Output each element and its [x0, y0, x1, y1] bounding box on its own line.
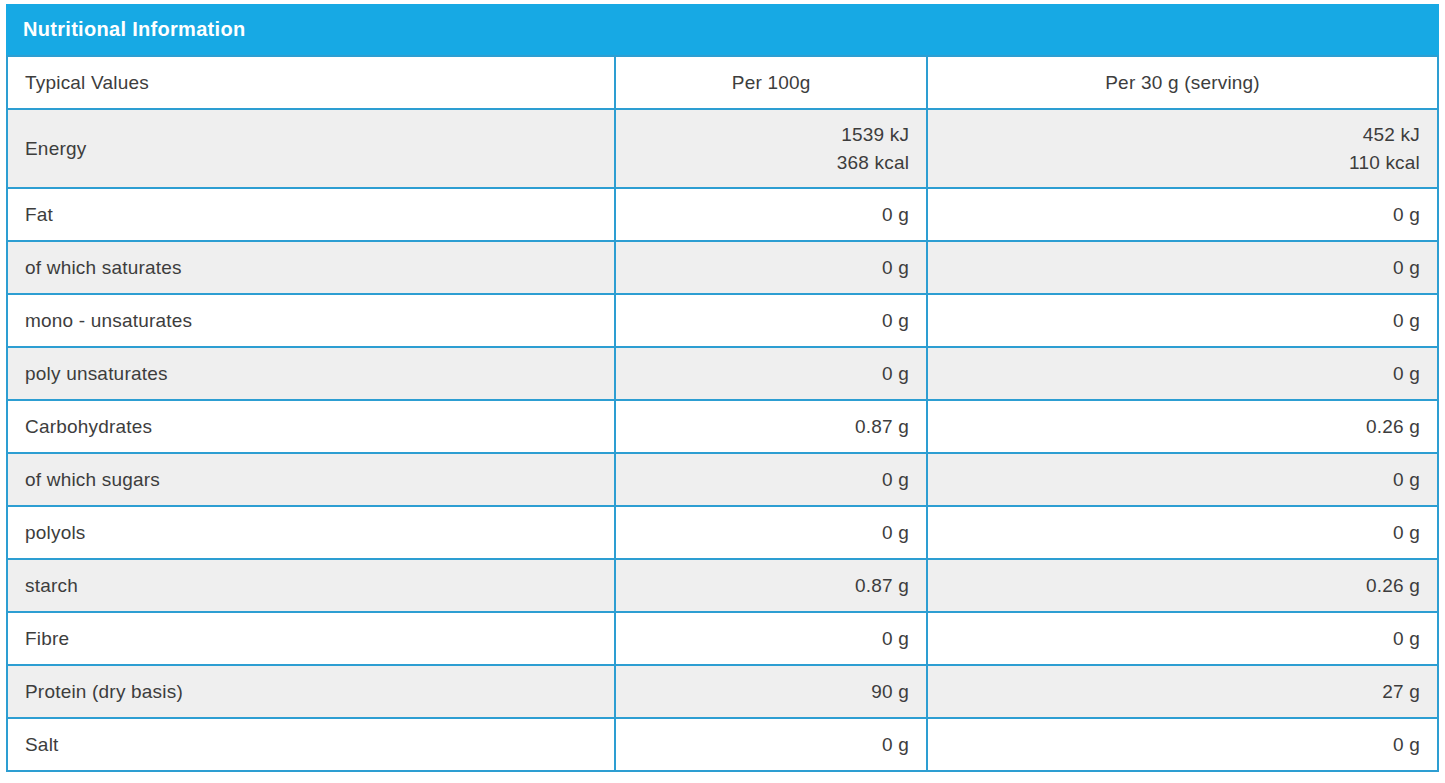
per-100g-value: 0 g — [615, 294, 927, 347]
per-100g-value: 90 g — [615, 665, 927, 718]
per-serving-value: 0 g — [927, 506, 1438, 559]
row-label: poly unsaturates — [7, 347, 615, 400]
row-label: of which saturates — [7, 241, 615, 294]
per-100g-value: 0 g — [615, 188, 927, 241]
per-serving-value: 0 g — [927, 612, 1438, 665]
nutrition-panel: Nutritional Information Typical Values P… — [0, 0, 1445, 776]
table-row-polyols: polyols 0 g 0 g — [7, 506, 1438, 559]
value-line: 110 kcal — [945, 149, 1420, 177]
per-serving-value: 0 g — [927, 718, 1438, 771]
per-100g-value: 0.87 g — [615, 559, 927, 612]
column-header-typical-values: Typical Values — [7, 56, 615, 109]
per-serving-value: 452 kJ 110 kcal — [927, 109, 1438, 188]
per-serving-value: 0 g — [927, 453, 1438, 506]
table-row-energy: Energy 1539 kJ 368 kcal 452 kJ 110 kcal — [7, 109, 1438, 188]
per-100g-value: 0.87 g — [615, 400, 927, 453]
table-row-starch: starch 0.87 g 0.26 g — [7, 559, 1438, 612]
column-header-row: Typical Values Per 100g Per 30 g (servin… — [7, 56, 1438, 109]
row-label: of which sugars — [7, 453, 615, 506]
column-header-per-serving: Per 30 g (serving) — [927, 56, 1438, 109]
per-100g-value: 0 g — [615, 718, 927, 771]
per-serving-value: 0 g — [927, 188, 1438, 241]
table-row-fibre: Fibre 0 g 0 g — [7, 612, 1438, 665]
table-row-saturates: of which saturates 0 g 0 g — [7, 241, 1438, 294]
row-label: polyols — [7, 506, 615, 559]
table-row-carbohydrates: Carbohydrates 0.87 g 0.26 g — [7, 400, 1438, 453]
per-100g-value: 0 g — [615, 453, 927, 506]
value-line: 1539 kJ — [633, 121, 909, 149]
value-line: 368 kcal — [633, 149, 909, 177]
row-label: Fibre — [7, 612, 615, 665]
panel-title: Nutritional Information — [23, 18, 245, 41]
per-serving-value: 0.26 g — [927, 400, 1438, 453]
row-label: Protein (dry basis) — [7, 665, 615, 718]
per-serving-value: 0 g — [927, 241, 1438, 294]
column-header-per-100g: Per 100g — [615, 56, 927, 109]
row-label: starch — [7, 559, 615, 612]
per-serving-value: 0 g — [927, 294, 1438, 347]
row-label: Carbohydrates — [7, 400, 615, 453]
table-row-sugars: of which sugars 0 g 0 g — [7, 453, 1438, 506]
per-100g-value: 0 g — [615, 347, 927, 400]
per-serving-value: 0 g — [927, 347, 1438, 400]
value-line: 452 kJ — [945, 121, 1420, 149]
row-label: Energy — [7, 109, 615, 188]
table-row-poly-unsaturates: poly unsaturates 0 g 0 g — [7, 347, 1438, 400]
per-100g-value: 0 g — [615, 506, 927, 559]
table-row-protein: Protein (dry basis) 90 g 27 g — [7, 665, 1438, 718]
table-row-mono-unsaturates: mono - unsaturates 0 g 0 g — [7, 294, 1438, 347]
nutrition-table: Typical Values Per 100g Per 30 g (servin… — [6, 55, 1439, 772]
per-100g-value: 0 g — [615, 612, 927, 665]
table-row-fat: Fat 0 g 0 g — [7, 188, 1438, 241]
per-serving-value: 27 g — [927, 665, 1438, 718]
per-100g-value: 1539 kJ 368 kcal — [615, 109, 927, 188]
per-100g-value: 0 g — [615, 241, 927, 294]
per-serving-value: 0.26 g — [927, 559, 1438, 612]
row-label: mono - unsaturates — [7, 294, 615, 347]
row-label: Fat — [7, 188, 615, 241]
row-label: Salt — [7, 718, 615, 771]
table-row-salt: Salt 0 g 0 g — [7, 718, 1438, 771]
panel-header: Nutritional Information — [6, 4, 1439, 55]
